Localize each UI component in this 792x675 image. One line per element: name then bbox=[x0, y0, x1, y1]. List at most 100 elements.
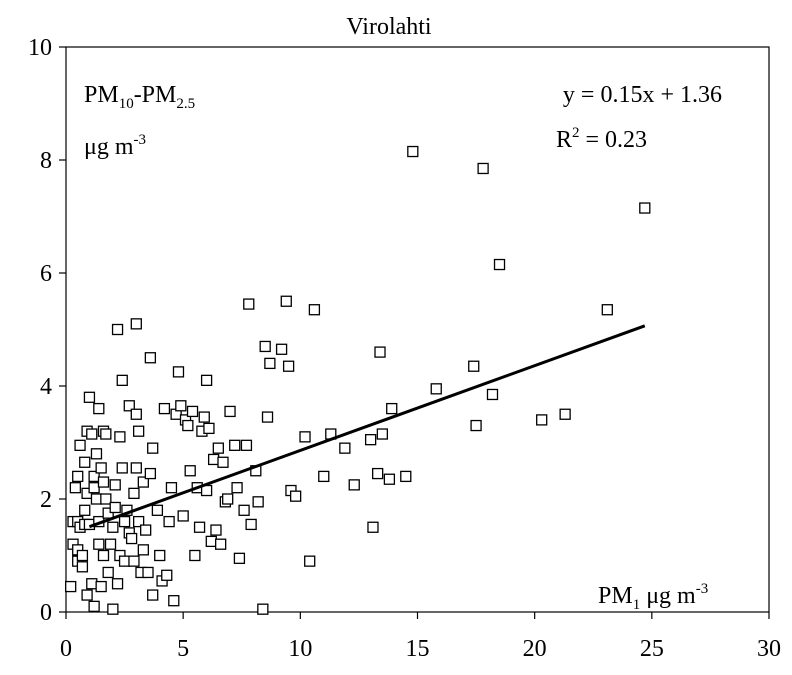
data-point bbox=[111, 578, 124, 590]
data-point bbox=[100, 493, 112, 505]
regression-equation: y = 0.15x + 1.36 bbox=[563, 82, 722, 108]
x-tick-label: 30 bbox=[757, 636, 781, 662]
data-point bbox=[74, 439, 86, 451]
r-squared: R2 = 0.23 bbox=[556, 125, 647, 153]
data-point bbox=[559, 408, 571, 420]
data-point bbox=[400, 470, 412, 483]
data-point bbox=[86, 428, 98, 440]
trendline bbox=[88, 324, 646, 529]
data-point bbox=[137, 476, 149, 488]
data-point bbox=[289, 490, 302, 502]
data-point bbox=[224, 405, 236, 418]
x-axis: 0 5 10 15 20 25 30 bbox=[60, 612, 781, 662]
data-point bbox=[147, 442, 159, 454]
data-point bbox=[130, 318, 142, 330]
data-point bbox=[198, 411, 210, 423]
data-point bbox=[493, 258, 506, 271]
data-point bbox=[102, 566, 114, 579]
data-point bbox=[95, 580, 107, 593]
data-point bbox=[186, 405, 199, 418]
data-point bbox=[348, 479, 360, 491]
data-point bbox=[128, 487, 140, 500]
data-point bbox=[81, 589, 93, 601]
data-point bbox=[243, 298, 255, 310]
data-point bbox=[189, 549, 201, 562]
data-point bbox=[536, 414, 548, 426]
data-point bbox=[182, 419, 194, 432]
data-point bbox=[238, 504, 250, 516]
trendline-line bbox=[88, 324, 646, 529]
data-point bbox=[104, 538, 117, 550]
data-point bbox=[144, 467, 157, 480]
chart-title: Virolahti bbox=[346, 14, 432, 40]
data-point bbox=[177, 510, 189, 522]
data-point bbox=[76, 561, 89, 573]
data-point bbox=[100, 428, 112, 440]
data-point bbox=[142, 566, 154, 579]
data-point bbox=[76, 549, 89, 562]
data-point bbox=[72, 470, 84, 483]
data-point bbox=[383, 473, 396, 485]
data-point bbox=[107, 521, 119, 533]
data-point bbox=[109, 501, 121, 514]
data-point bbox=[107, 603, 119, 615]
x-tick-label: 20 bbox=[523, 636, 547, 662]
data-point bbox=[116, 374, 128, 387]
x-quantity-annotation: PM1 μg m-3 bbox=[598, 581, 708, 613]
data-point bbox=[116, 462, 128, 474]
data-point bbox=[477, 162, 489, 175]
data-point bbox=[203, 422, 215, 435]
data-point bbox=[97, 476, 110, 488]
data-point bbox=[88, 482, 100, 494]
data-point bbox=[79, 456, 91, 468]
data-point bbox=[111, 323, 124, 336]
data-point bbox=[93, 538, 105, 550]
data-point bbox=[205, 535, 217, 548]
data-point bbox=[165, 482, 178, 494]
data-point bbox=[308, 304, 321, 316]
data-point bbox=[364, 434, 377, 446]
data-point bbox=[430, 383, 442, 395]
data-point bbox=[132, 515, 145, 528]
data-point bbox=[257, 603, 269, 615]
data-point bbox=[125, 532, 138, 545]
data-point bbox=[252, 496, 264, 508]
data-point bbox=[118, 555, 131, 567]
data-point bbox=[151, 504, 164, 516]
data-point bbox=[639, 202, 651, 214]
data-point bbox=[147, 589, 159, 601]
data-point bbox=[212, 442, 224, 454]
y-axis: 0 2 4 6 8 10 bbox=[28, 35, 66, 626]
data-point bbox=[468, 360, 480, 372]
data-point bbox=[123, 400, 135, 412]
data-point bbox=[259, 340, 271, 353]
data-point bbox=[88, 600, 100, 612]
data-point bbox=[372, 467, 384, 480]
data-point bbox=[245, 518, 257, 531]
data-point bbox=[97, 549, 110, 562]
y-tick-label: 4 bbox=[40, 374, 52, 400]
data-point bbox=[376, 428, 389, 440]
data-point bbox=[280, 295, 292, 307]
data-point bbox=[233, 552, 246, 564]
data-points bbox=[65, 145, 651, 615]
data-point bbox=[470, 419, 482, 432]
data-point bbox=[282, 360, 295, 372]
data-point bbox=[86, 578, 98, 590]
data-point bbox=[374, 346, 386, 358]
data-point bbox=[163, 515, 175, 528]
data-point bbox=[79, 504, 91, 516]
data-point bbox=[318, 470, 330, 483]
data-point bbox=[261, 411, 274, 423]
data-point bbox=[90, 448, 103, 460]
data-point bbox=[172, 366, 185, 378]
data-point bbox=[486, 388, 499, 401]
data-point bbox=[601, 304, 613, 316]
data-point bbox=[304, 555, 316, 567]
data-point bbox=[229, 439, 241, 451]
data-point bbox=[240, 439, 253, 451]
x-tick-label: 25 bbox=[640, 636, 664, 662]
data-point bbox=[140, 524, 152, 536]
data-point bbox=[231, 482, 243, 494]
